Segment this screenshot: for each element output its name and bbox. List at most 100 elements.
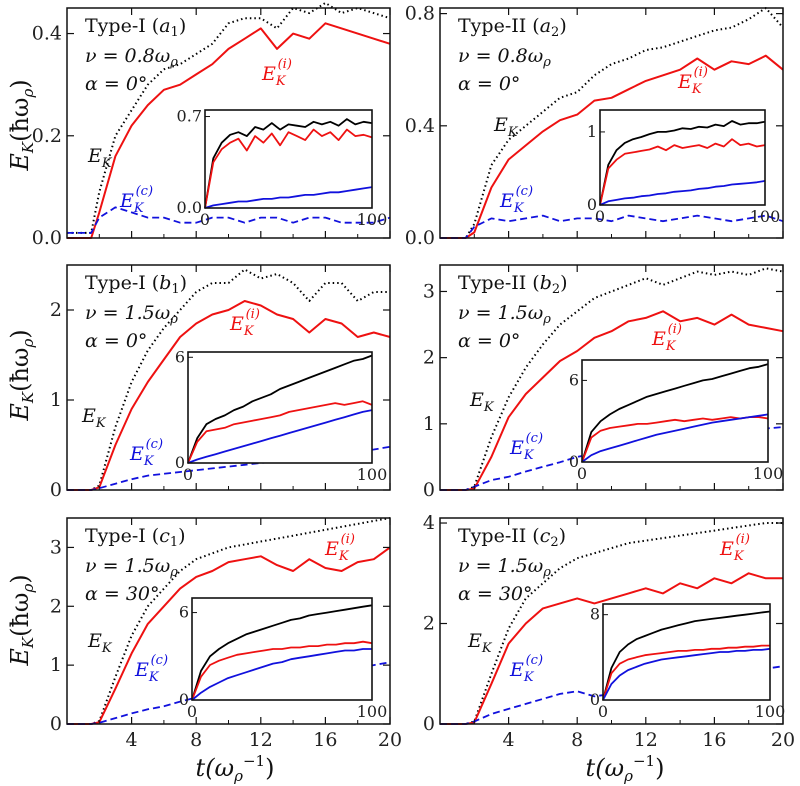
- panel-a2: 0.0 0.4 0.8 Type-II (a2) ν = 0.8ωρ α = 0° EK(i…: [405, 3, 784, 249]
- y-tick-label: 0: [50, 713, 62, 735]
- annotation-total: EK: [467, 630, 493, 656]
- inset-series-c1-0: [191, 604, 373, 701]
- inset-x-tick-label: 0: [598, 702, 608, 721]
- inset-bg: [188, 352, 372, 463]
- x-tick-label: 16: [702, 729, 726, 751]
- inset-y-tick-label: 0: [179, 690, 189, 709]
- y-tick-label: 0.0: [405, 227, 435, 249]
- inset-series-a2-1: [599, 138, 766, 206]
- x-tick-label: 16: [313, 729, 337, 751]
- panel-type-label: Type-II (a2): [458, 15, 567, 40]
- inset-x-tick-label: 100: [755, 702, 786, 721]
- inset-b2: 0 100 0 6: [569, 359, 783, 483]
- inset-y-tick-label: 6: [569, 370, 579, 389]
- inset-series-c1-2: [191, 648, 372, 701]
- xlabel-sub: ρ: [233, 767, 243, 785]
- series-b2-1: [440, 310, 784, 491]
- series-a1-2: [67, 206, 391, 234]
- ylabel-main: E: [6, 153, 34, 172]
- annotation-incompressible: EK(i): [324, 532, 355, 564]
- panel-alpha-label: α = 30°: [458, 583, 533, 605]
- series-b1-1: [67, 300, 391, 491]
- x-tick-label: 4: [503, 729, 515, 751]
- panel-a1: 0.0 0.2 0.4 Type-I (a1) ν = 0.8ωρ α = 0° EK(i)…: [32, 1, 391, 249]
- series-a1-1: [67, 22, 391, 239]
- y-tick-label: 1: [423, 413, 435, 435]
- annotation-total: EK: [469, 389, 495, 415]
- annotation-compressible: EK(c): [119, 184, 153, 216]
- annotation-compressible: EK(c): [509, 653, 543, 685]
- annotation-compressible: EK(c): [134, 653, 168, 685]
- y-tick-label: 2: [50, 595, 62, 617]
- panel-c2: 4 8 12 16 20 0 2 4 Type-II (c2) ν = 1.5ωρ α = 30° E…: [423, 512, 795, 751]
- inset-y-tick-label: 6: [179, 603, 189, 622]
- annotation-total: EK: [87, 145, 113, 171]
- annotation-incompressible: EK(i): [651, 322, 682, 354]
- inset-a2: 0 100 0 1: [587, 109, 781, 226]
- ylabel-unit: (ħω: [6, 98, 34, 142]
- y-tick-label: 0: [423, 713, 435, 735]
- inset-x-tick-label: 0: [187, 702, 197, 721]
- inset-y-tick-label: 0: [175, 453, 185, 472]
- xlabel-sup: −1: [243, 752, 265, 770]
- y-axis-label-row-a: EK(ħωρ): [6, 79, 37, 171]
- inset-series-a2-2: [599, 180, 766, 206]
- inset-c1: 0 100 0 6: [179, 597, 388, 721]
- inset-y-tick-label: 0: [590, 690, 600, 709]
- inset-frame: [599, 109, 766, 206]
- y-tick-label: 0: [423, 479, 435, 501]
- inset-y-tick-label: 0: [587, 195, 597, 214]
- annotation-incompressible: EK(i): [261, 57, 292, 89]
- y-tick-label: 0.2: [32, 125, 62, 147]
- panel-nu-label: ν = 1.5ωρ: [85, 302, 178, 327]
- panel-nu-label: ν = 1.5ωρ: [458, 302, 551, 327]
- inset-series-b1-0: [187, 354, 373, 464]
- svg-text:EK(ħωρ): EK(ħωρ): [6, 574, 37, 666]
- xlabel-close: ): [265, 754, 274, 782]
- series-b1-0: [67, 268, 390, 491]
- inset-frame: [187, 351, 373, 464]
- x-tick-label: 4: [126, 729, 138, 751]
- inset-x-tick-label: 0: [595, 207, 605, 226]
- inset-frame: [191, 597, 373, 701]
- inset-y-tick-label: 8: [590, 605, 600, 624]
- series-c2-1: [440, 572, 783, 725]
- xlabel-main: t(ω: [196, 754, 235, 782]
- panel-nu-label: ν = 1.5ωρ: [458, 555, 551, 580]
- x-tick-label: 20: [771, 729, 795, 751]
- inset-x-tick-label: 0: [200, 210, 210, 229]
- y-tick-label: 3: [50, 536, 62, 558]
- ylabel-sub: K: [19, 141, 37, 154]
- inset-x-tick-label: 0: [183, 465, 193, 484]
- inset-y-tick-label: 0: [569, 452, 579, 471]
- inset-series-b1-2: [187, 409, 373, 464]
- x-tick-label: 12: [249, 729, 273, 751]
- inset-bg: [600, 110, 765, 205]
- y-tick-label: 1: [50, 389, 62, 411]
- series-a2-0: [440, 7, 784, 239]
- annotation-compressible: EK(c): [499, 184, 533, 216]
- series-a2-2: [440, 214, 784, 239]
- inset-series-c1-1: [191, 640, 373, 701]
- panel-type-label: Type-II (c2): [458, 525, 566, 550]
- series-c1-1: [67, 546, 391, 725]
- inset-frame: [581, 359, 769, 463]
- ylabel-close: ): [6, 79, 34, 88]
- series-a2-1: [440, 54, 784, 239]
- x-tick-label: 8: [190, 729, 202, 751]
- inset-x-tick-label: 0: [577, 464, 587, 483]
- inset-x-tick-label: 100: [357, 465, 388, 484]
- series-a1-0: [67, 1, 391, 234]
- annotation-compressible: EK(c): [129, 437, 163, 469]
- panel-b2: 0 1 2 3 Type-II (b2) ν = 1.5ωρ α = 0° EK(i) EK(c…: [423, 264, 784, 501]
- inset-series-a1-1: [204, 128, 373, 209]
- panel-b1: 0 1 2 Type-I (b1) ν = 1.5ωρ α = 0° EK(i) EK(c) E…: [50, 264, 391, 501]
- x-axis-label-right: t(ωρ−1): [586, 752, 665, 785]
- inset-x-tick-label: 100: [357, 702, 388, 721]
- y-tick-label: 4: [423, 512, 435, 534]
- inset-frame: [602, 603, 771, 701]
- inset-x-tick-label: 100: [750, 207, 781, 226]
- y-tick-label: 1: [50, 654, 62, 676]
- inset-series-c2-2: [602, 647, 771, 701]
